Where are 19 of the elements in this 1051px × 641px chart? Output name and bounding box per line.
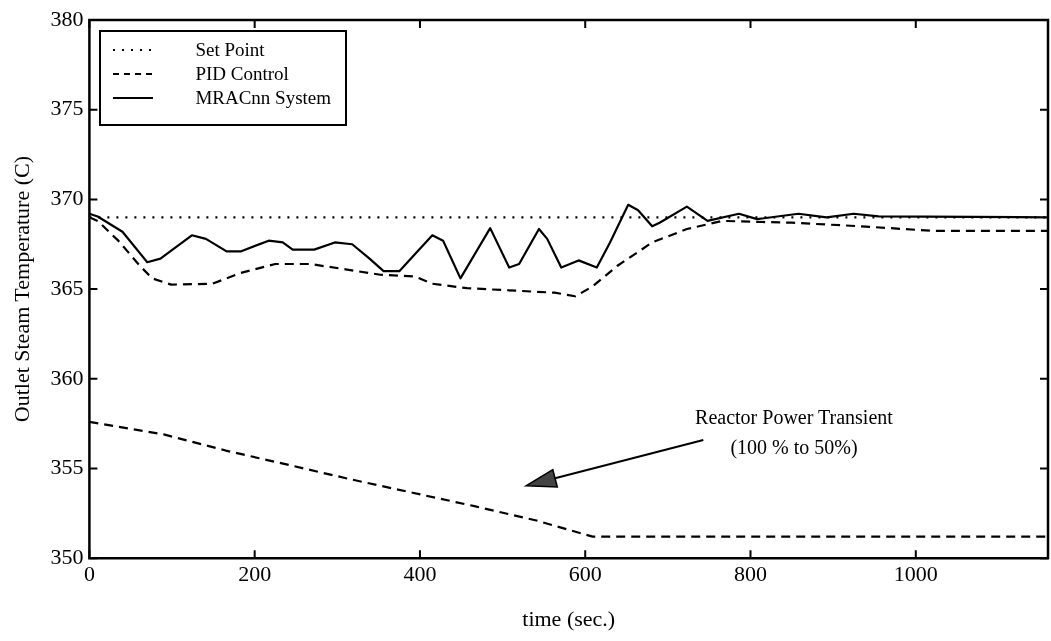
y-tick-label: 360 xyxy=(50,364,84,390)
legend-label: MRACnn System xyxy=(195,86,332,110)
y-tick-label: 365 xyxy=(50,274,84,300)
x-tick-label: 200 xyxy=(238,561,272,587)
x-tick-label: 400 xyxy=(403,561,437,587)
y-tick-label: 380 xyxy=(50,5,84,31)
legend-label: Set Point xyxy=(195,38,265,62)
y-tick-label: 355 xyxy=(50,454,84,480)
x-tick-label: 800 xyxy=(734,561,767,587)
x-tick-label: 1000 xyxy=(893,561,938,587)
annotation: Reactor Power Transient (100 % to 50%) xyxy=(695,405,894,459)
y-tick-label: 350 xyxy=(50,543,84,569)
x-tick-label: 0 xyxy=(83,561,95,587)
y-tick-label: 375 xyxy=(50,95,84,121)
x-tick-label: 600 xyxy=(568,561,602,587)
y-axis-title: Outlet Steam Temperature (C) xyxy=(8,155,34,423)
y-tick-label: 370 xyxy=(50,185,84,211)
legend-label: PID Control xyxy=(195,62,289,86)
x-axis-title: time (sec.) xyxy=(522,605,616,631)
